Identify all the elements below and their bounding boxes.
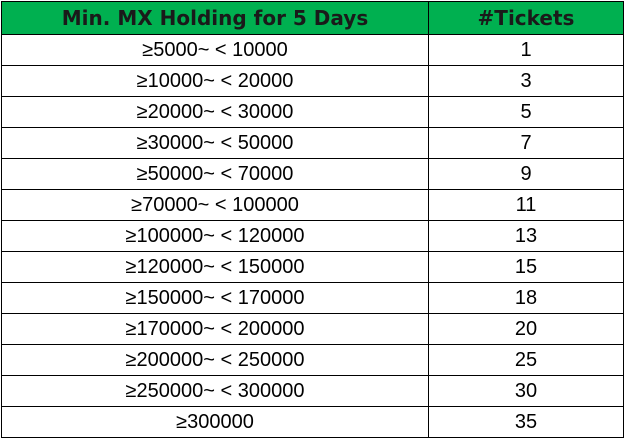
holding-range-cell: ≥250000~ < 300000 xyxy=(1,375,429,407)
holding-range-cell: ≥170000~ < 200000 xyxy=(1,313,429,345)
tickets-cell: 20 xyxy=(428,313,624,345)
header-row: Min. MX Holding for 5 Days #Tickets xyxy=(1,1,624,35)
tickets-cell: 25 xyxy=(428,344,624,376)
tickets-cell: 30 xyxy=(428,375,624,407)
table-row: ≥70000~ < 100000 11 xyxy=(1,189,624,221)
table-row: ≥170000~ < 200000 20 xyxy=(1,313,624,345)
table-row: ≥150000~ < 170000 18 xyxy=(1,282,624,314)
table-row: ≥30000~ < 50000 7 xyxy=(1,127,624,159)
holding-range-cell: ≥200000~ < 250000 xyxy=(1,344,429,376)
tickets-cell: 15 xyxy=(428,251,624,283)
table-row: ≥5000~ < 10000 1 xyxy=(1,34,624,66)
holding-range-cell: ≥50000~ < 70000 xyxy=(1,158,429,190)
holding-range-cell: ≥30000~ < 50000 xyxy=(1,127,429,159)
holding-range-cell: ≥10000~ < 20000 xyxy=(1,65,429,97)
header-min-holding: Min. MX Holding for 5 Days xyxy=(1,1,429,35)
tickets-cell: 35 xyxy=(428,406,624,438)
tickets-cell: 7 xyxy=(428,127,624,159)
holding-range-cell: ≥20000~ < 30000 xyxy=(1,96,429,128)
holding-range-cell: ≥70000~ < 100000 xyxy=(1,189,429,221)
holding-range-cell: ≥100000~ < 120000 xyxy=(1,220,429,252)
tickets-cell: 13 xyxy=(428,220,624,252)
holding-range-cell: ≥300000 xyxy=(1,406,429,438)
holding-range-cell: ≥5000~ < 10000 xyxy=(1,34,429,66)
holding-range-cell: ≥150000~ < 170000 xyxy=(1,282,429,314)
table-row: ≥10000~ < 20000 3 xyxy=(1,65,624,97)
tickets-cell: 11 xyxy=(428,189,624,221)
header-tickets: #Tickets xyxy=(428,1,624,35)
table-row: ≥50000~ < 70000 9 xyxy=(1,158,624,190)
tickets-cell: 9 xyxy=(428,158,624,190)
tickets-cell: 1 xyxy=(428,34,624,66)
table-row: ≥20000~ < 30000 5 xyxy=(1,96,624,128)
table-row: ≥200000~ < 250000 25 xyxy=(1,344,624,376)
table-row: ≥120000~ < 150000 15 xyxy=(1,251,624,283)
holding-range-cell: ≥120000~ < 150000 xyxy=(1,251,429,283)
table-row: ≥300000 35 xyxy=(1,406,624,438)
table-row: ≥250000~ < 300000 30 xyxy=(1,375,624,407)
tickets-cell: 3 xyxy=(428,65,624,97)
tickets-cell: 18 xyxy=(428,282,624,314)
table-row: ≥100000~ < 120000 13 xyxy=(1,220,624,252)
tickets-cell: 5 xyxy=(428,96,624,128)
